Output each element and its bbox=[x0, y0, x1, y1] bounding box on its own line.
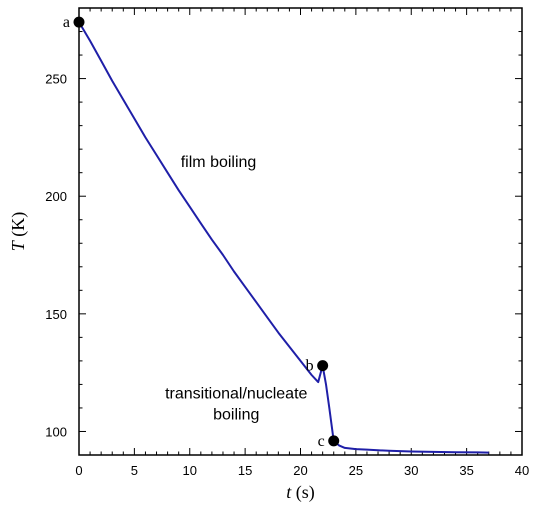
y-tick-label: 200 bbox=[45, 189, 67, 204]
series-line bbox=[78, 21, 489, 454]
x-tick-label: 0 bbox=[75, 463, 82, 478]
y-axis-label: T (K) bbox=[8, 212, 29, 252]
point-b-marker bbox=[317, 360, 329, 372]
annotation-text: boiling bbox=[213, 407, 259, 424]
point-c-label: c bbox=[318, 433, 325, 450]
data-points: a b c bbox=[63, 14, 340, 450]
annotation-text: film boiling bbox=[181, 154, 257, 171]
y-axis-ticks: 100 150 200 250 bbox=[45, 7, 522, 456]
x-tick-label: 10 bbox=[183, 463, 197, 478]
x-tick-label: 20 bbox=[293, 463, 307, 478]
x-axis-label: t (s) bbox=[286, 482, 315, 503]
y-tick-label: 250 bbox=[45, 72, 67, 87]
annotation-text: transitional/nucleate bbox=[165, 386, 307, 403]
y-tick-label: 100 bbox=[45, 424, 67, 439]
x-axis-ticks: 0 5 10 15 20 25 30 35 40 bbox=[75, 8, 529, 478]
x-tick-label: 25 bbox=[349, 463, 363, 478]
x-axis-variable: t bbox=[286, 482, 292, 502]
point-a-marker bbox=[73, 16, 85, 28]
point-a-label: a bbox=[63, 14, 70, 31]
x-tick-label: 15 bbox=[238, 463, 252, 478]
x-tick-label: 40 bbox=[515, 463, 529, 478]
point-c-marker bbox=[328, 435, 340, 447]
x-tick-label: 30 bbox=[404, 463, 418, 478]
x-tick-label: 5 bbox=[131, 463, 138, 478]
series-layer bbox=[78, 21, 489, 454]
x-axis-unit: (s) bbox=[291, 482, 315, 503]
point-b-label: b bbox=[306, 358, 314, 375]
x-tick-label: 35 bbox=[459, 463, 473, 478]
y-tick-label: 150 bbox=[45, 307, 67, 322]
y-axis-variable: T bbox=[8, 239, 28, 251]
y-axis-unit: (K) bbox=[8, 212, 29, 242]
annotations: film boiling transitional/nucleate boiling bbox=[165, 154, 307, 424]
